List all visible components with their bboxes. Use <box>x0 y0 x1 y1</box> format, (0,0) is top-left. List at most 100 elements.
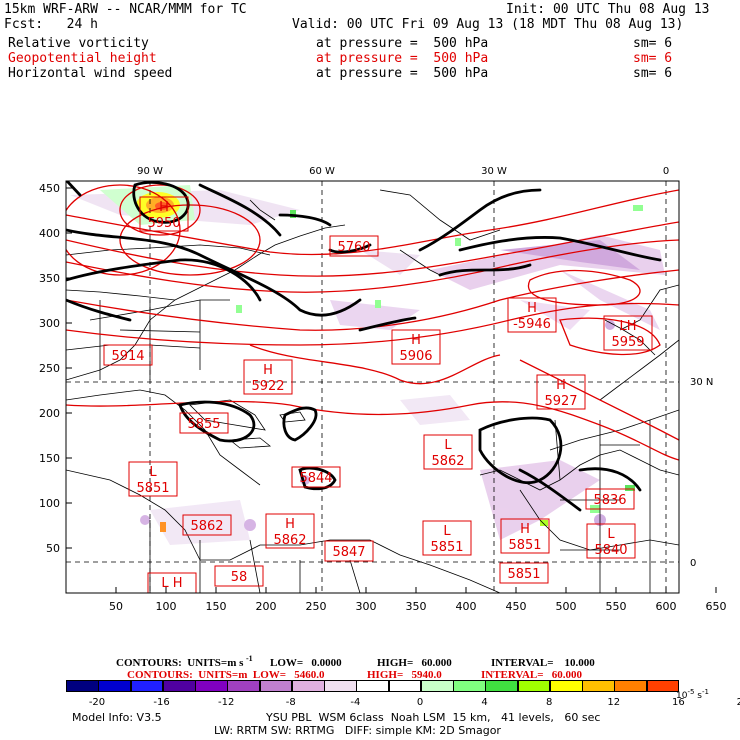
height-label-box <box>499 562 549 584</box>
height-label-box <box>422 520 472 556</box>
height-label-value: 5840 <box>594 543 627 558</box>
colorbar-swatch <box>356 680 390 692</box>
field-level-wind: at pressure = 500 hPa <box>316 66 489 81</box>
colorbar-swatch <box>98 680 131 692</box>
y-tick-label: 350 <box>39 272 60 285</box>
height-label: 5836 <box>585 488 635 510</box>
height-label-value: 5851 <box>508 538 541 553</box>
height-label: 5914 <box>103 344 153 366</box>
height-label-value: 5851 <box>136 481 169 496</box>
init-time: Init: 00 UTC Thu 08 Aug 13 <box>506 2 710 17</box>
field-sm-wind: sm= 6 <box>633 66 673 81</box>
field-sm-vorticity: sm= 6 <box>633 36 673 51</box>
contour-black-interval: INTERVAL= 10.000 <box>491 657 595 669</box>
height-label-box <box>179 412 229 434</box>
colorbar-units: 10-5 s-1 <box>676 688 709 701</box>
height-label: 5844 <box>291 466 341 488</box>
x-tick-label: 100 <box>156 600 177 613</box>
height-label-box <box>291 466 341 488</box>
colorbar-swatch <box>130 680 164 692</box>
colorbar-label: -12 <box>218 697 235 708</box>
physics-line-1: YSU PBL WSM 6class Noah LSM 15 km, 41 le… <box>266 711 601 724</box>
contour-black-units: CONTOURS: UNITS=m s <box>116 657 244 669</box>
x-tick-label: 50 <box>109 600 123 613</box>
colorbar-label: 4 <box>481 697 488 708</box>
colorbar-swatch <box>646 680 680 692</box>
height-label-box <box>128 461 178 497</box>
height-label-value: 5844 <box>299 471 332 486</box>
height-label-value: 5855 <box>187 417 220 432</box>
colorbar-label: 0 <box>416 697 424 708</box>
y-tick-label: 150 <box>39 452 60 465</box>
height-label-box <box>500 518 550 554</box>
height-label-box <box>603 315 653 351</box>
colorbar-label: -4 <box>350 697 361 708</box>
height-label-value: 5760 <box>337 240 370 255</box>
height-label-value: 5862 <box>273 533 306 548</box>
height-label-box <box>103 344 153 366</box>
colorbar-label: 16 <box>672 697 685 708</box>
height-label-type: H <box>263 363 273 378</box>
height-label-value: 5851 <box>430 540 463 555</box>
height-label-value: 5927 <box>544 394 577 409</box>
x-tick-label: 600 <box>656 600 677 613</box>
colorbar-label: 8 <box>546 697 553 708</box>
colorbar-swatch <box>485 680 519 692</box>
height-label-type: H <box>527 301 537 316</box>
contour-red-high: HIGH= 5940.0 <box>367 669 442 681</box>
x-axis-ticks: 50 100 150 200 250 300 350 400 450 500 550 600 650 <box>109 587 727 613</box>
height-label-value: 5950 <box>147 216 180 231</box>
lat-label-30n: 30 N <box>690 377 713 388</box>
x-tick-label: 150 <box>206 600 227 613</box>
field-name-wind: Horizontal wind speed <box>8 66 173 81</box>
height-label: 5862 <box>182 514 232 536</box>
height-label-type: H <box>556 378 566 393</box>
colorbar-swatch <box>549 680 583 692</box>
height-label-value: 5862 <box>190 519 223 534</box>
height-label-box <box>243 359 293 395</box>
colorbar-swatch <box>66 680 99 692</box>
height-label: H-5946 <box>507 297 557 333</box>
height-label-box <box>586 523 636 559</box>
height-label-box <box>182 514 232 536</box>
height-label-value: 5959 <box>611 335 644 350</box>
x-tick-label: 350 <box>406 600 427 613</box>
height-label: 5847 <box>324 540 374 562</box>
colorbar-label: -16 <box>153 697 170 708</box>
field-name-vorticity: Relative vorticity <box>8 36 149 51</box>
x-tick-label: 250 <box>306 600 327 613</box>
colorbar-swatch <box>517 680 551 692</box>
colorbar-swatch <box>162 680 196 692</box>
colorbar-swatch <box>388 680 422 692</box>
y-tick-label: 100 <box>39 497 60 510</box>
x-tick-label: 550 <box>606 600 627 613</box>
y-tick-label: 250 <box>39 362 60 375</box>
lon-label-60w: 60 W <box>309 166 335 177</box>
height-label-box <box>423 434 473 470</box>
height-label: 58 <box>214 565 264 587</box>
field-level-vorticity: at pressure = 500 hPa <box>316 36 489 51</box>
lon-label-0: 0 <box>663 166 669 177</box>
colorbar-swatch <box>259 680 293 692</box>
contour-black-low: LOW= 0.0000 <box>270 657 342 669</box>
height-label-type: L H <box>161 576 182 591</box>
height-label-type: H <box>285 517 295 532</box>
height-label-box <box>329 235 379 257</box>
lon-label-30w: 30 W <box>481 166 507 177</box>
y-tick-label: 400 <box>39 227 60 240</box>
colorbar-swatch <box>614 680 648 692</box>
height-label-value: 5862 <box>431 454 464 469</box>
height-label-box <box>391 329 441 365</box>
height-label-box <box>585 488 635 510</box>
x-tick-label: 450 <box>506 600 527 613</box>
